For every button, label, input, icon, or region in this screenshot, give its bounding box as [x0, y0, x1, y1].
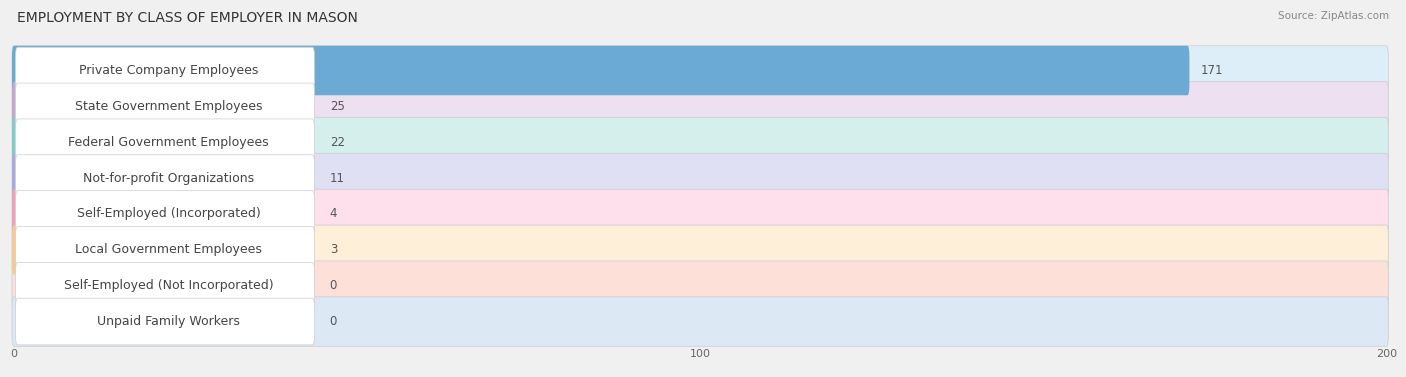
Text: Private Company Employees: Private Company Employees [79, 64, 259, 77]
Text: 171: 171 [1201, 64, 1223, 77]
Text: 11: 11 [329, 172, 344, 185]
FancyBboxPatch shape [15, 191, 315, 237]
FancyBboxPatch shape [13, 225, 37, 274]
Text: 25: 25 [329, 100, 344, 113]
FancyBboxPatch shape [15, 47, 315, 94]
FancyBboxPatch shape [13, 189, 1388, 239]
Text: Federal Government Employees: Federal Government Employees [67, 136, 269, 149]
Text: Not-for-profit Organizations: Not-for-profit Organizations [83, 172, 254, 185]
Text: Source: ZipAtlas.com: Source: ZipAtlas.com [1278, 11, 1389, 21]
FancyBboxPatch shape [13, 82, 1388, 131]
Text: 4: 4 [329, 207, 337, 221]
Text: 22: 22 [329, 136, 344, 149]
FancyBboxPatch shape [13, 118, 167, 167]
FancyBboxPatch shape [13, 225, 1388, 274]
FancyBboxPatch shape [15, 155, 315, 201]
Text: Self-Employed (Not Incorporated): Self-Employed (Not Incorporated) [63, 279, 273, 292]
FancyBboxPatch shape [15, 227, 315, 273]
Text: 3: 3 [329, 243, 337, 256]
Text: Unpaid Family Workers: Unpaid Family Workers [97, 315, 240, 328]
Text: 0: 0 [329, 315, 337, 328]
Text: Self-Employed (Incorporated): Self-Employed (Incorporated) [76, 207, 260, 221]
FancyBboxPatch shape [13, 46, 1388, 95]
FancyBboxPatch shape [13, 46, 1189, 95]
FancyBboxPatch shape [13, 153, 91, 203]
FancyBboxPatch shape [13, 261, 1388, 310]
FancyBboxPatch shape [15, 83, 315, 130]
FancyBboxPatch shape [13, 118, 1388, 167]
Text: 0: 0 [329, 279, 337, 292]
FancyBboxPatch shape [13, 297, 1388, 346]
FancyBboxPatch shape [15, 298, 315, 345]
Text: State Government Employees: State Government Employees [75, 100, 262, 113]
FancyBboxPatch shape [15, 262, 315, 309]
Text: Local Government Employees: Local Government Employees [75, 243, 262, 256]
FancyBboxPatch shape [15, 119, 315, 166]
Text: EMPLOYMENT BY CLASS OF EMPLOYER IN MASON: EMPLOYMENT BY CLASS OF EMPLOYER IN MASON [17, 11, 357, 25]
FancyBboxPatch shape [13, 153, 1388, 203]
FancyBboxPatch shape [13, 189, 44, 239]
FancyBboxPatch shape [13, 82, 187, 131]
